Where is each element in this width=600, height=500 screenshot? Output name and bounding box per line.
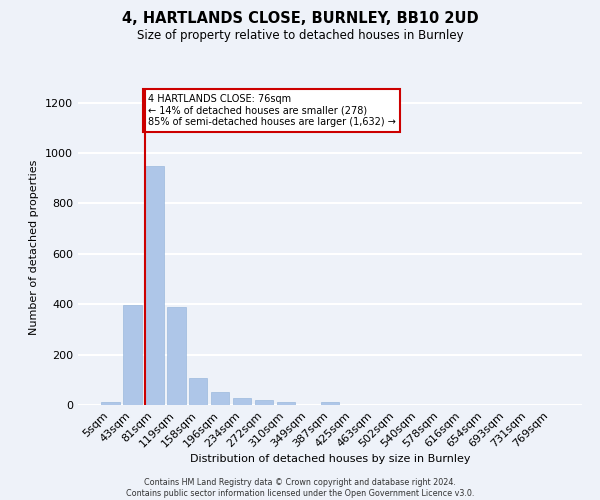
Bar [101, 402, 119, 405]
Bar [233, 398, 251, 405]
Bar [255, 400, 274, 405]
Bar [320, 402, 340, 405]
Text: Contains HM Land Registry data © Crown copyright and database right 2024.
Contai: Contains HM Land Registry data © Crown c… [126, 478, 474, 498]
Y-axis label: Number of detached properties: Number of detached properties [29, 160, 40, 335]
Bar [211, 392, 229, 405]
Text: Size of property relative to detached houses in Burnley: Size of property relative to detached ho… [137, 29, 463, 42]
Bar [167, 306, 185, 405]
Bar [277, 402, 295, 405]
X-axis label: Distribution of detached houses by size in Burnley: Distribution of detached houses by size … [190, 454, 470, 464]
Text: 4 HARTLANDS CLOSE: 76sqm
← 14% of detached houses are smaller (278)
85% of semi-: 4 HARTLANDS CLOSE: 76sqm ← 14% of detach… [148, 94, 395, 127]
Bar [189, 378, 208, 405]
Bar [145, 166, 164, 405]
Text: 4, HARTLANDS CLOSE, BURNLEY, BB10 2UD: 4, HARTLANDS CLOSE, BURNLEY, BB10 2UD [122, 11, 478, 26]
Bar [123, 306, 142, 405]
